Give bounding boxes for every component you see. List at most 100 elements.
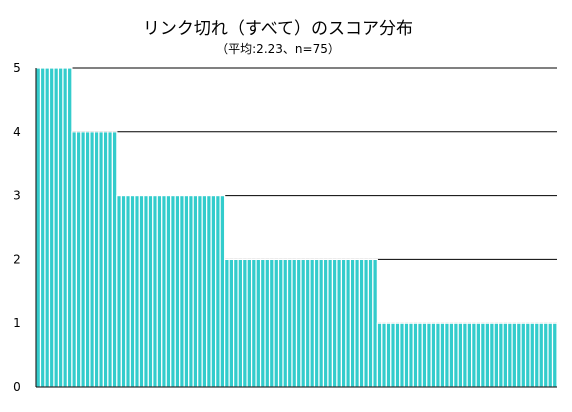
- bar: [484, 322, 491, 388]
- bar: [291, 258, 298, 388]
- y-axis-tick-labels: 0 1 2 3 4 5: [13, 61, 21, 394]
- bar: [53, 67, 60, 388]
- bar: [547, 322, 554, 388]
- bar: [161, 195, 167, 388]
- bar: [273, 258, 280, 388]
- bar: [75, 131, 82, 388]
- bar: [390, 322, 396, 388]
- bar: [471, 322, 477, 388]
- bar: [435, 322, 441, 388]
- y-tick-label: 3: [13, 189, 21, 203]
- bar: [268, 258, 275, 388]
- bar: [313, 258, 320, 388]
- bar: [515, 322, 522, 388]
- bar: [152, 195, 158, 388]
- bar: [345, 258, 351, 388]
- bar: [430, 322, 437, 388]
- bar: [444, 322, 450, 388]
- bar: [57, 67, 64, 388]
- bar: [367, 258, 374, 388]
- bar: [215, 195, 221, 388]
- bar: [84, 131, 91, 388]
- bar: [381, 322, 387, 388]
- bar: [201, 195, 208, 388]
- bar: [120, 195, 127, 388]
- bar: [372, 258, 378, 388]
- bar: [286, 258, 293, 388]
- bar: [48, 67, 55, 388]
- bar: [489, 322, 495, 388]
- bar: [93, 131, 100, 388]
- bar: [66, 67, 73, 388]
- bar: [246, 258, 253, 388]
- bar: [107, 131, 113, 388]
- bar: [259, 258, 266, 388]
- bar: [322, 258, 329, 388]
- bar: [295, 258, 302, 388]
- bar: [192, 195, 199, 388]
- bar: [412, 322, 419, 388]
- bar: [493, 322, 500, 388]
- y-tick-label: 1: [13, 316, 21, 330]
- bar: [318, 258, 325, 388]
- bar: [183, 195, 190, 388]
- bar: [174, 195, 181, 388]
- bar: [228, 258, 235, 388]
- bar: [277, 258, 284, 388]
- bar: [533, 322, 540, 388]
- chart-title: リンク切れ（すべて）のスコア分布: [143, 19, 413, 39]
- bar: [116, 195, 122, 388]
- bar: [448, 322, 455, 388]
- bar: [80, 131, 87, 388]
- bar: [147, 195, 154, 388]
- bar: [304, 258, 311, 388]
- bar: [457, 322, 464, 388]
- bar: [349, 258, 356, 388]
- bar: [354, 258, 360, 388]
- bar: [417, 322, 423, 388]
- bar: [219, 195, 226, 388]
- bar: [44, 67, 51, 388]
- y-tick-label: 4: [13, 125, 21, 139]
- bar: [300, 258, 307, 388]
- bar: [89, 131, 95, 388]
- bar: [408, 322, 414, 388]
- bar: [165, 195, 172, 388]
- bar: [502, 322, 509, 388]
- bar: [385, 322, 392, 388]
- bar: [551, 322, 558, 388]
- bar: [255, 258, 262, 388]
- bar: [143, 195, 149, 388]
- bar: [134, 195, 140, 388]
- bar: [399, 322, 405, 388]
- bar: [480, 322, 486, 388]
- bar: [102, 131, 109, 388]
- bar: [529, 322, 536, 388]
- bar: [336, 258, 343, 388]
- bar: [224, 258, 230, 388]
- bars: [35, 67, 558, 388]
- bar: [309, 258, 316, 388]
- bar: [340, 258, 347, 388]
- bar: [125, 195, 131, 388]
- bar: [197, 195, 203, 388]
- chart-subtitle: （平均:2.23、n=75）: [216, 42, 340, 56]
- bar: [206, 195, 212, 388]
- bar: [403, 322, 410, 388]
- bar: [363, 258, 369, 388]
- bar: [282, 258, 289, 388]
- bar: [264, 258, 271, 388]
- bar: [466, 322, 473, 388]
- bar: [237, 258, 244, 388]
- bar: [71, 131, 78, 388]
- bar: [39, 67, 46, 388]
- bar: [524, 322, 531, 388]
- bar: [439, 322, 446, 388]
- bar: [498, 322, 504, 388]
- y-tick-label: 2: [13, 252, 21, 266]
- y-tick-label: 5: [13, 61, 21, 75]
- bar: [542, 322, 549, 388]
- bar: [394, 322, 401, 388]
- bar: [210, 195, 217, 388]
- bar: [138, 195, 145, 388]
